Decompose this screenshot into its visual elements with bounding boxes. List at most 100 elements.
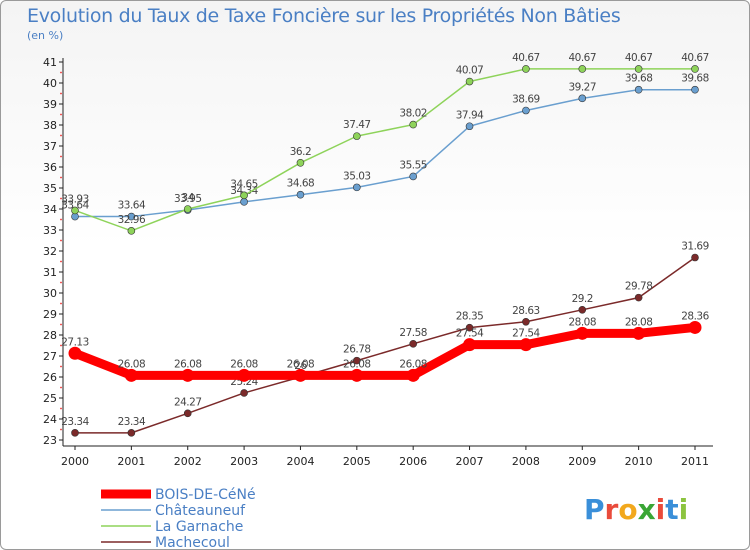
x-tick-label: 2005 — [343, 455, 371, 468]
y-tick-label: 24 — [43, 413, 57, 426]
data-point — [124, 368, 138, 382]
legend-label: Machecoul — [155, 535, 230, 549]
data-point — [293, 368, 307, 382]
data-label: 37.47 — [343, 119, 371, 131]
data-point — [578, 65, 587, 73]
data-label: 26.08 — [399, 358, 427, 370]
data-label: 40.67 — [681, 52, 709, 64]
data-point — [575, 326, 589, 340]
y-minor-dot — [60, 92, 62, 95]
data-label: 26.08 — [118, 358, 146, 370]
data-point — [353, 356, 361, 365]
y-tick-label: 29 — [43, 308, 57, 321]
data-label: 35.55 — [399, 159, 427, 171]
y-minor-dot — [60, 197, 62, 200]
y-tick-label: 36 — [43, 161, 57, 174]
x-tick-label: 2002 — [174, 455, 202, 468]
y-minor-dot — [60, 344, 62, 347]
data-label: 29.78 — [625, 281, 653, 293]
data-label: 39.68 — [681, 73, 709, 85]
y-tick-label: 33 — [43, 224, 57, 237]
data-label: 23.34 — [61, 416, 89, 428]
y-tick-label: 23 — [43, 434, 57, 447]
data-point — [522, 65, 530, 73]
data-label: 26.78 — [343, 344, 371, 356]
data-label: 28.08 — [568, 316, 596, 328]
y-minor-dot — [60, 260, 62, 263]
data-label: 38.02 — [399, 108, 427, 120]
x-tick-label: 2001 — [117, 455, 145, 468]
y-tick-label: 26 — [43, 371, 57, 384]
data-label: 29.2 — [572, 293, 593, 305]
data-label: 34.65 — [230, 178, 258, 190]
x-tick-label: 2004 — [286, 455, 314, 468]
data-label: 40.67 — [625, 52, 653, 64]
y-minor-dot — [60, 428, 62, 431]
legend-label: La Garnache — [155, 519, 243, 535]
data-label: 28.63 — [512, 305, 540, 317]
data-label: 28.36 — [681, 310, 709, 322]
chart-unit: (en %) — [27, 29, 64, 42]
data-point — [688, 320, 702, 334]
data-label: 34 — [182, 192, 195, 204]
x-tick-label: 2011 — [681, 455, 709, 468]
y-tick-label: 37 — [43, 140, 57, 153]
y-tick-label: 30 — [43, 287, 57, 300]
data-point — [71, 206, 79, 215]
data-point — [353, 183, 361, 192]
data-label: 35.03 — [343, 170, 371, 182]
data-label: 36.2 — [290, 146, 311, 158]
data-point — [691, 253, 699, 262]
data-label: 32.96 — [118, 214, 146, 226]
data-point — [296, 190, 305, 199]
legend-label: BOIS-DE-CéNé — [155, 487, 256, 503]
data-point — [409, 340, 417, 348]
data-point — [68, 346, 82, 360]
data-point — [519, 338, 533, 352]
data-point — [71, 429, 79, 437]
y-minor-dot — [60, 155, 62, 158]
data-label: 33.64 — [118, 200, 146, 212]
y-minor-dot — [60, 407, 62, 410]
y-tick-label: 35 — [43, 182, 57, 195]
y-minor-dot — [60, 386, 62, 389]
data-point — [127, 212, 136, 221]
data-point — [465, 77, 474, 86]
data-point — [632, 326, 646, 340]
data-point — [578, 94, 587, 103]
legend-label: Châteauneuf — [155, 503, 246, 519]
x-tick-label: 2007 — [456, 455, 484, 468]
y-minor-dot — [60, 302, 62, 305]
y-minor-dot — [60, 113, 62, 116]
data-label: 39.68 — [625, 73, 653, 85]
x-tick-label: 2010 — [625, 455, 653, 468]
x-tick-label: 2009 — [568, 455, 596, 468]
data-label: 26 — [294, 360, 307, 372]
data-point — [634, 293, 643, 302]
data-label: 23.34 — [118, 416, 146, 428]
data-point — [240, 389, 248, 397]
data-point — [522, 106, 530, 115]
y-minor-dot — [60, 239, 62, 242]
y-minor-dot — [60, 281, 62, 284]
proxiti-logo: Proxiti — [584, 493, 688, 526]
data-point — [237, 368, 251, 382]
data-point — [634, 65, 643, 73]
data-label: 26.08 — [287, 358, 315, 370]
data-label: 40.67 — [512, 52, 540, 64]
y-tick-label: 41 — [43, 56, 57, 69]
data-point — [353, 132, 361, 140]
x-tick-label: 2006 — [399, 455, 427, 468]
chart-title: Evolution du Taux de Taxe Foncière sur l… — [27, 5, 621, 27]
y-tick-label: 34 — [43, 203, 57, 216]
data-label: 40.07 — [456, 65, 484, 77]
data-point — [181, 368, 195, 382]
data-label: 26.08 — [230, 358, 258, 370]
data-point — [406, 368, 420, 382]
data-point — [691, 85, 699, 94]
data-point — [465, 323, 474, 332]
data-label: 40.67 — [568, 52, 596, 64]
data-point — [691, 65, 699, 73]
